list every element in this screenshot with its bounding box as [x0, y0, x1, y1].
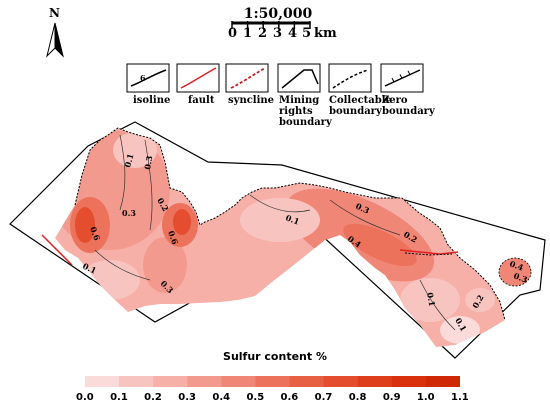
north-arrow: N [40, 6, 70, 61]
contour-label: 0.3 [142, 154, 154, 170]
colorbar-swatch [391, 376, 427, 387]
contour-label: 0.4 [508, 258, 525, 272]
legend-swatch-mining [277, 63, 321, 93]
scale-title: 1:50,000 [243, 6, 313, 22]
isolated-patch [498, 257, 532, 287]
legend-swatch-fault [176, 63, 220, 93]
contour-label: 0.6 [166, 229, 180, 246]
fault-left [41, 234, 73, 266]
legend-label-collectable: Collectable boundary [329, 95, 392, 117]
legend-label-isoline: isoline [133, 95, 171, 106]
contour-label: 0.6 [88, 225, 102, 242]
north-label: N [49, 6, 60, 20]
contour-label: 0.1 [425, 292, 437, 307]
contour-label: 0.3 [512, 270, 529, 284]
legend-label-syncline: syncline [228, 95, 275, 106]
colorbar [85, 376, 460, 387]
scale-tick-5: 5 [302, 26, 312, 41]
legend-isoline-value: 6 [140, 73, 146, 83]
syncline-right [404, 252, 453, 256]
collectable-boundary [74, 127, 506, 321]
contour-label: 0.1 [284, 212, 301, 226]
legend: 6 isoline fault sync [0, 0, 550, 130]
colorbar-swatch [153, 376, 188, 387]
legend-swatch-syncline [225, 63, 269, 93]
colorbar-swatch [425, 376, 460, 387]
colorbar-swatch [323, 376, 359, 387]
colorbar-swatch [119, 376, 154, 387]
legend-swatch-zero [380, 63, 424, 93]
colorbar-swatch [289, 376, 325, 387]
scale-tick-2: 2 [258, 26, 268, 41]
contour-label: 0.3 [122, 208, 136, 218]
colorbar-swatch [221, 376, 256, 387]
scale-tick-1: 1 [243, 26, 253, 41]
legend-label-mining: Mining rights boundary [279, 95, 332, 128]
colorbar-swatch [255, 376, 291, 387]
legend-swatch-collectable [328, 63, 372, 93]
colorbar-swatch [357, 376, 393, 387]
colorbar-swatch [187, 376, 222, 387]
scale-unit: km [314, 26, 337, 41]
legend-label-fault: fault [188, 95, 215, 106]
fault-right [399, 249, 459, 255]
north-arrow-icon [46, 22, 64, 58]
colorbar-title: Sulfur content % [223, 350, 327, 363]
colorbar-swatch [85, 376, 120, 387]
scale-bar [231, 21, 311, 29]
scale-tick-4: 4 [288, 26, 298, 41]
contour-label: 0.1 [122, 152, 135, 168]
scale-tick-3: 3 [273, 26, 283, 41]
legend-swatch-isoline: 6 [126, 63, 170, 93]
isolines [94, 134, 456, 331]
legend-label-zero: Zero boundary [382, 95, 435, 117]
scale-tick-0: 0 [228, 26, 238, 41]
legend-swatches: 6 [126, 63, 424, 93]
